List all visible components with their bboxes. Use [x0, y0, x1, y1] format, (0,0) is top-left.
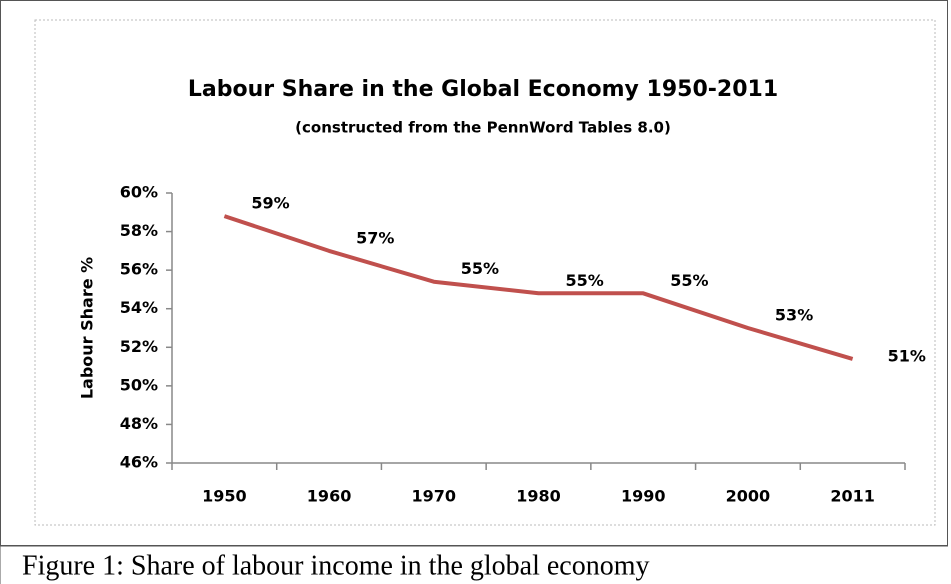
data-label: 53%: [775, 306, 813, 325]
y-tick-label: 58%: [120, 221, 158, 240]
y-tick-label: 56%: [120, 260, 158, 279]
data-label: 55%: [670, 271, 708, 290]
x-tick-label: 1990: [621, 487, 666, 506]
y-tick-label: 54%: [120, 298, 158, 317]
data-label: 57%: [356, 228, 394, 247]
y-tick-label: 48%: [120, 414, 158, 433]
y-tick-label: 60%: [120, 183, 158, 202]
chart-title: Labour Share in the Global Economy 1950-…: [188, 77, 778, 102]
chart-area: [34, 19, 936, 526]
x-tick-label: 2011: [830, 487, 875, 506]
chart-subtitle: (constructed from the PennWord Tables 8.…: [295, 119, 671, 137]
data-label: 55%: [461, 259, 499, 278]
x-tick-label: 1980: [516, 487, 561, 506]
data-label: 59%: [251, 194, 289, 213]
y-tick-label: 46%: [120, 453, 158, 472]
data-label: 51%: [888, 346, 926, 365]
x-tick-label: 1970: [412, 487, 457, 506]
caption: Figure 1: Share of labour income in the …: [22, 550, 650, 581]
x-tick-label: 2000: [726, 487, 771, 506]
x-tick-label: 1960: [307, 487, 352, 506]
x-tick-label: 1950: [202, 487, 247, 506]
y-tick-label: 50%: [120, 375, 158, 394]
y-axis-label: Labour Share %: [78, 257, 97, 399]
data-label: 55%: [566, 271, 604, 290]
data-line: [223, 214, 854, 361]
y-tick-label: 52%: [120, 337, 158, 356]
